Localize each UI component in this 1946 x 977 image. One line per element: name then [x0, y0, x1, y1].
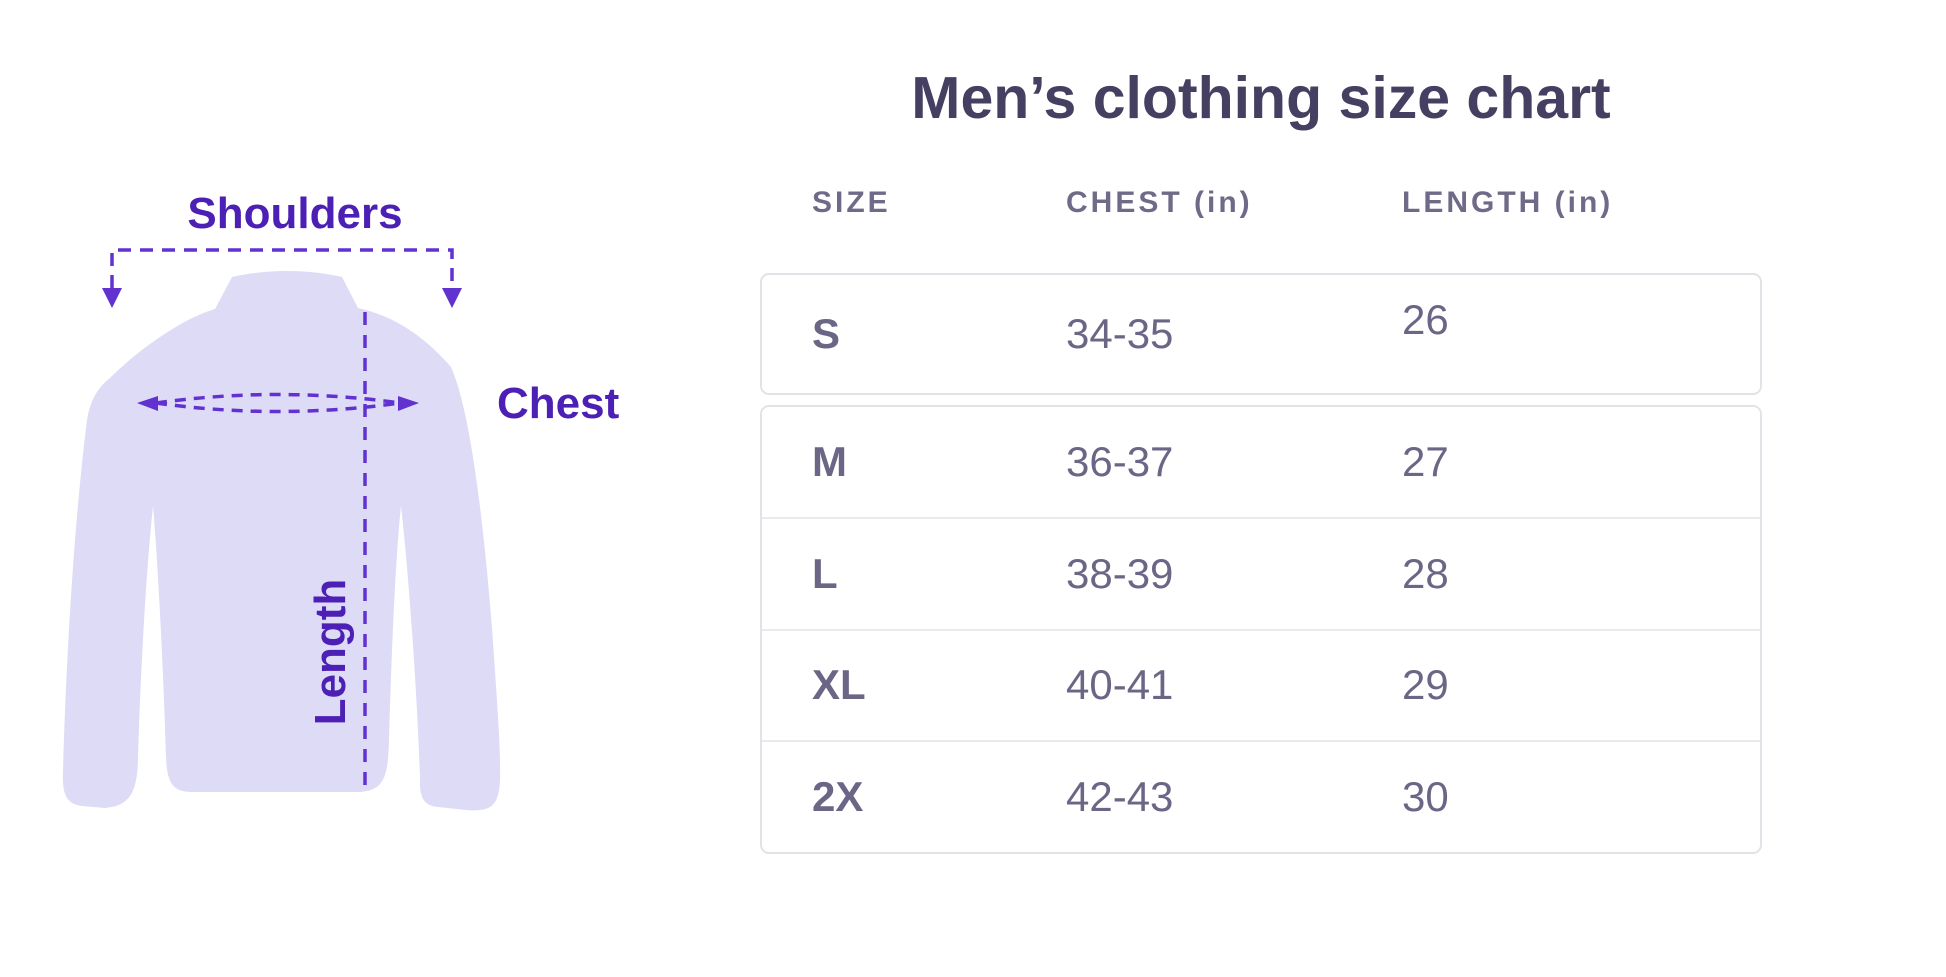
cell-chest: 34-35	[1066, 310, 1174, 357]
cell-chest: 36-37	[1066, 437, 1174, 485]
cell-chest: 38-39	[1066, 549, 1174, 597]
table-group-top: S 34-35 26	[760, 273, 1762, 395]
table-row-s: S 34-35 26	[762, 275, 1760, 393]
table-row-m: M 36-37 27	[762, 407, 1760, 517]
shirt-measurement-diagram: Shoulders Chest Length	[0, 0, 660, 830]
column-header-size: SIZE	[812, 186, 891, 219]
column-header-chest: CHEST (in)	[1066, 186, 1253, 219]
chest-label: Chest	[497, 379, 620, 428]
shoulders-bracket-line	[110, 248, 454, 288]
chest-ellipse-bottom-arc	[155, 401, 401, 414]
length-label: Length	[306, 579, 355, 726]
cell-chest: 40-41	[1066, 661, 1174, 709]
table-row-2x: 2X 42-43 30	[762, 740, 1760, 852]
shirt-diagram-svg: Shoulders Chest Length	[62, 189, 620, 811]
cell-length: 27	[1402, 437, 1449, 485]
chest-arrow-right-icon	[398, 396, 419, 411]
page-title: Men’s clothing size chart	[911, 65, 1611, 131]
cell-size: M	[812, 437, 847, 485]
shoulders-label: Shoulders	[187, 189, 402, 238]
column-header-length: LENGTH (in)	[1402, 186, 1614, 219]
cell-length: 30	[1402, 773, 1449, 821]
cell-length: 28	[1402, 549, 1449, 597]
cell-length: 26	[1402, 296, 1449, 343]
cell-size: S	[812, 310, 841, 357]
cell-size: 2X	[812, 773, 864, 821]
cell-length: 29	[1402, 661, 1449, 709]
chest-arrow-left-icon	[137, 396, 158, 411]
shoulders-arrow-right-icon	[442, 288, 462, 308]
table-row-xl: XL 40-41 29	[762, 628, 1760, 741]
table-group-bottom: M 36-37 27 L 38-39 28 XL 40-41 29 2X 42-…	[760, 405, 1762, 854]
table-row-l: L 38-39 28	[762, 516, 1760, 629]
shirt-silhouette	[62, 271, 501, 811]
table-header-row: SIZE CHEST (in) LENGTH (in)	[760, 186, 1762, 220]
chest-ellipse-top-arc	[155, 392, 401, 405]
shoulders-arrow-left-icon	[102, 288, 122, 308]
cell-size: XL	[812, 661, 866, 709]
cell-chest: 42-43	[1066, 773, 1174, 821]
cell-size: L	[812, 549, 838, 597]
